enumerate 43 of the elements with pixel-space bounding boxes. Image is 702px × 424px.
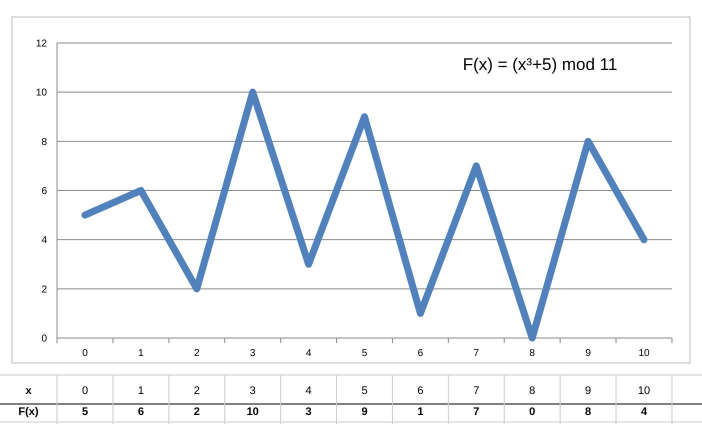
y-axis-title: F(x) — [18, 406, 39, 418]
y-tick-label: 0 — [41, 334, 48, 344]
y-tick-label: 8 — [41, 136, 48, 148]
y-tick-label: 2 — [41, 284, 48, 296]
category-label: 6 — [417, 385, 424, 397]
x-tick-label: 8 — [529, 348, 536, 359]
data-label: 4 — [640, 406, 648, 418]
category-label: 8 — [529, 385, 536, 397]
data-label: 8 — [585, 406, 592, 418]
data-label: 10 — [246, 406, 259, 418]
y-tick-label: 4 — [41, 235, 48, 246]
x-tick-label: 1 — [138, 348, 144, 359]
y-tick-label: 10 — [36, 88, 48, 99]
x-tick-label: 7 — [474, 348, 480, 359]
data-label: 2 — [194, 406, 200, 418]
category-label: 1 — [138, 385, 144, 397]
x-tick-label: 2 — [194, 348, 200, 359]
x-tick-label: 0 — [82, 348, 88, 359]
y-tick-label: 6 — [41, 186, 48, 197]
text: F(x) = (x³+5) mod 11 — [462, 55, 618, 74]
data-label: 1 — [417, 406, 424, 418]
x-axis-title: x — [25, 385, 32, 397]
x-tick-label: 9 — [585, 348, 592, 359]
category-label: 9 — [585, 385, 592, 397]
data-label: 7 — [473, 406, 480, 418]
category-label: 3 — [250, 385, 256, 397]
x-tick-label: 5 — [362, 348, 368, 359]
category-label: 4 — [306, 385, 312, 397]
data-label: 6 — [138, 406, 144, 418]
category-label: 2 — [194, 385, 200, 397]
category-label: 7 — [473, 385, 480, 397]
x-tick-label: 4 — [306, 348, 312, 359]
x-tick-label: 6 — [418, 348, 424, 359]
data-label: 5 — [82, 406, 88, 418]
data-label: 9 — [361, 406, 368, 418]
data-label: 3 — [306, 406, 312, 418]
category-label: 5 — [361, 385, 368, 397]
data-label: 0 — [529, 406, 536, 418]
y-tick-label: 12 — [36, 38, 48, 50]
category-label: 0 — [82, 385, 88, 397]
x-tick-label: 10 — [638, 348, 650, 359]
x-tick-label: 3 — [250, 348, 256, 359]
category-label: 10 — [638, 385, 650, 397]
